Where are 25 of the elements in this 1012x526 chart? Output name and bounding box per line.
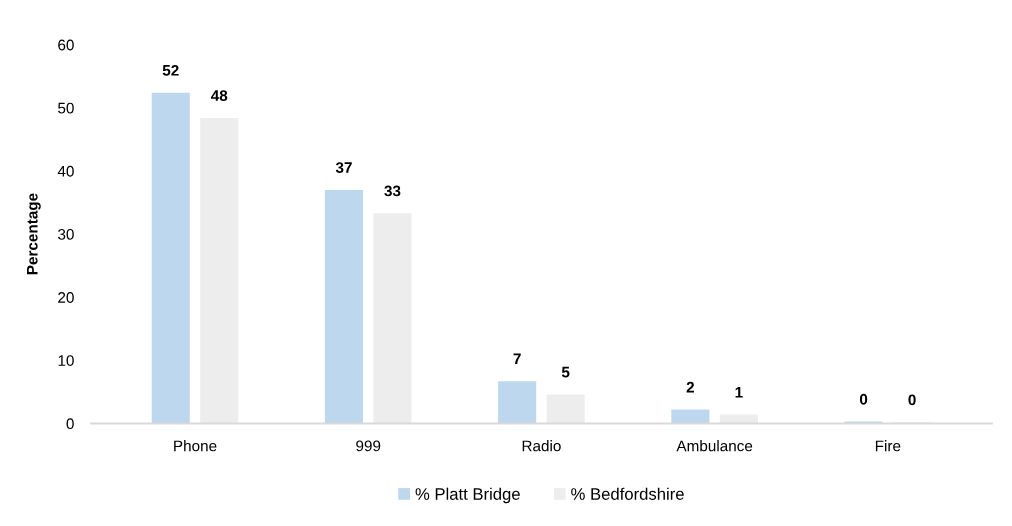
data-label: 1 [735, 387, 743, 398]
data-label: 37 [335, 162, 352, 173]
data-label: 5 [561, 366, 570, 378]
y-tick-label: 40 [57, 165, 74, 177]
data-label: 33 [384, 185, 401, 197]
y-tick-label: 50 [58, 102, 74, 114]
y-tick-label: 0 [66, 418, 74, 430]
legend-label: % Platt Bridge [415, 487, 520, 504]
legend-label: % Bedfordshire [571, 487, 684, 500]
data-label: 52 [162, 64, 179, 76]
x-tick-label: Radio [522, 440, 561, 452]
data-label: 0 [859, 393, 868, 405]
y-tick-label: 20 [58, 292, 74, 303]
data-label: 2 [686, 381, 695, 393]
data-label: 7 [513, 353, 521, 365]
x-tick-label: Phone [174, 440, 217, 452]
y-axis-title: Percentage [27, 193, 41, 275]
data-label: 48 [210, 90, 228, 102]
y-tick-label: 10 [58, 355, 74, 366]
data-label: 0 [908, 394, 916, 406]
y-tick-label: 30 [58, 228, 74, 240]
x-tick-label: Fire [875, 440, 901, 452]
y-tick-label: 60 [58, 39, 74, 51]
x-tick-label: 999 [356, 440, 381, 452]
x-tick-label: Ambulance [676, 440, 753, 452]
